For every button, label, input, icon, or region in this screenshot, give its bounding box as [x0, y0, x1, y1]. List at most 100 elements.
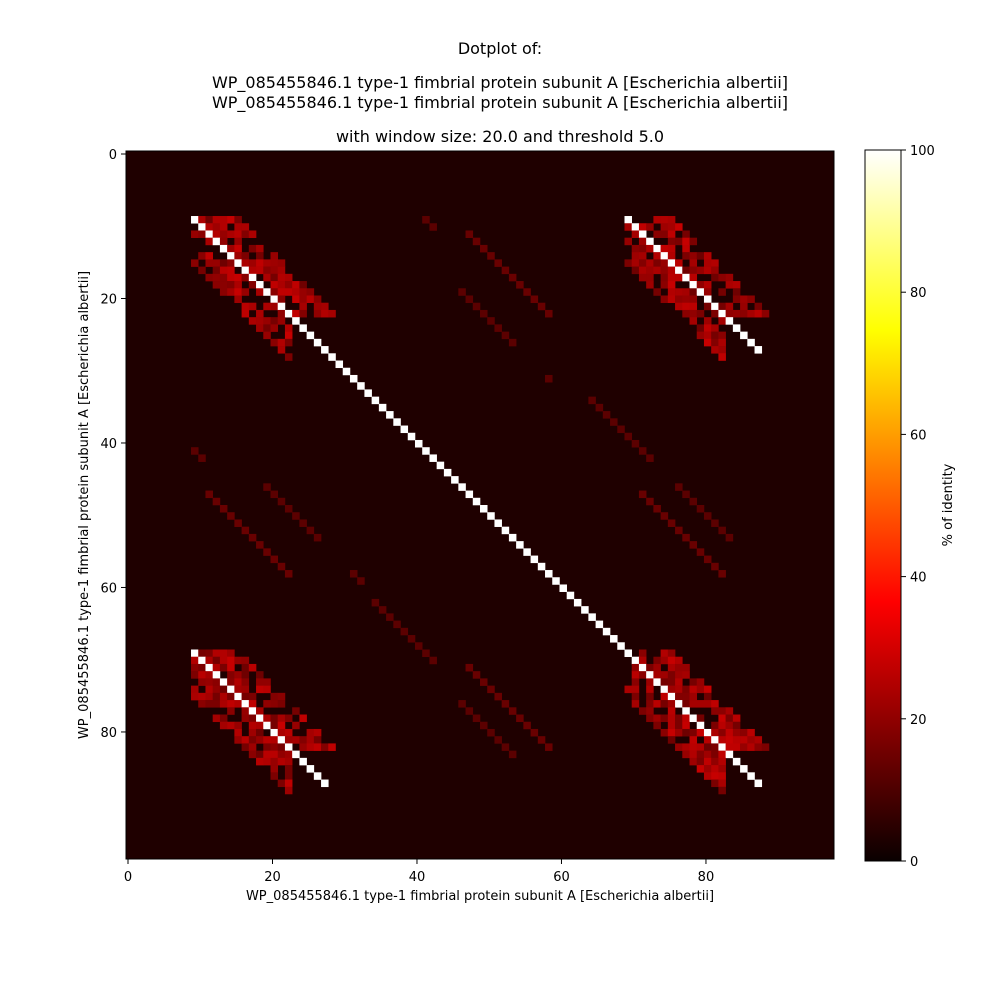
heatmap-cell: [263, 331, 271, 340]
heatmap-cell: [219, 714, 228, 723]
heatmap-cell: [234, 700, 242, 708]
heatmap-cell: [284, 570, 293, 578]
heatmap-cell: [212, 259, 221, 267]
heatmap-cell: [321, 346, 329, 354]
heatmap-cell: [689, 685, 698, 694]
heatmap-cell: [703, 685, 712, 694]
heatmap-cell: [248, 244, 257, 253]
heatmap-cell: [472, 714, 481, 723]
heatmap-cell: [631, 685, 640, 694]
heatmap-cell: [270, 324, 279, 332]
heatmap-cell: [241, 736, 250, 744]
heatmap-cell: [480, 309, 488, 318]
heatmap-cell: [689, 743, 698, 751]
heatmap-cell: [292, 317, 300, 325]
heatmap-cell: [675, 700, 683, 708]
heatmap-cell: [638, 656, 647, 665]
heatmap-cell: [480, 244, 488, 253]
heatmap-cell: [219, 692, 228, 701]
heatmap-cell: [191, 656, 199, 665]
heatmap-cell: [711, 266, 719, 275]
heatmap-cell: [667, 663, 676, 672]
heatmap-cell: [234, 685, 242, 694]
heatmap-cell: [653, 244, 661, 253]
heatmap-cell: [248, 317, 257, 325]
heatmap-cell: [537, 302, 546, 311]
heatmap-cell: [711, 324, 719, 332]
heatmap-cell: [675, 692, 683, 701]
heatmap-cell: [306, 526, 315, 535]
heatmap-cell: [754, 736, 763, 744]
heatmap-cell: [696, 252, 705, 260]
heatmap-cell: [263, 721, 271, 730]
heatmap-cell: [393, 620, 401, 629]
heatmap-cell: [299, 736, 307, 744]
heatmap-cell: [212, 692, 221, 701]
heatmap-cell: [234, 678, 242, 686]
heatmap-cell: [328, 353, 336, 361]
heatmap-cell: [682, 266, 690, 275]
heatmap-cell: [508, 338, 517, 347]
heatmap-cell: [638, 490, 647, 499]
heatmap-cell: [660, 273, 669, 282]
heatmap-cell: [682, 309, 690, 318]
heatmap-cell: [711, 338, 719, 347]
heatmap-cell: [248, 281, 257, 289]
heatmap-cell: [667, 721, 676, 730]
heatmap-cell: [263, 736, 271, 744]
heatmap-cell: [321, 302, 329, 311]
heatmap-cell: [465, 295, 474, 304]
heatmap-cell: [263, 757, 271, 766]
heatmap-cell: [646, 454, 654, 462]
heatmap-cell: [321, 779, 329, 788]
heatmap-cell: [219, 505, 228, 513]
heatmap-cell: [646, 700, 654, 708]
x-tick-label: 40: [409, 870, 426, 885]
heatmap-cell: [212, 273, 221, 282]
heatmap-cell: [696, 743, 705, 751]
heatmap-cell: [299, 519, 307, 527]
heatmap-cell: [703, 324, 712, 332]
heatmap-cell: [588, 396, 596, 405]
heatmap-cell: [191, 671, 199, 679]
heatmap-cell: [696, 309, 705, 318]
heatmap-cell: [277, 562, 286, 571]
heatmap-cell: [277, 302, 286, 311]
heatmap-cell: [357, 577, 365, 585]
heatmap-cell: [682, 663, 690, 672]
heatmap-cell: [675, 656, 683, 665]
heatmap-cell: [472, 302, 481, 311]
heatmap-cell: [205, 700, 213, 708]
heatmap-cell: [270, 266, 279, 275]
heatmap-cell: [212, 497, 221, 506]
heatmap-cell: [653, 656, 661, 665]
heatmap-cell: [219, 259, 228, 267]
heatmap-cell: [227, 707, 235, 715]
heatmap-cell: [256, 324, 264, 332]
chart-title-line-1: Dotplot of:: [457, 39, 543, 58]
heatmap-cell: [682, 302, 690, 311]
heatmap-cell: [277, 779, 286, 788]
x-axis-label: WP_085455846.1 type-1 fimbrial protein s…: [246, 889, 714, 904]
heatmap-cell: [660, 266, 669, 275]
heatmap-cell: [667, 736, 676, 744]
heatmap-cell: [711, 562, 719, 571]
heatmap-cell: [284, 714, 293, 723]
heatmap-cell: [342, 367, 351, 376]
heatmap-cell: [675, 237, 683, 246]
heatmap-cell: [660, 700, 669, 708]
heatmap-cell: [660, 259, 669, 267]
heatmap-cell: [646, 273, 654, 282]
heatmap-cell: [263, 324, 271, 332]
heatmap-cell: [624, 216, 633, 224]
heatmap-cell: [689, 295, 698, 304]
heatmap-cell: [675, 223, 683, 231]
heatmap-cell: [725, 714, 734, 723]
heatmap-cell: [530, 555, 539, 564]
heatmap-cell: [227, 692, 235, 701]
heatmap-cell: [306, 295, 315, 304]
heatmap-cell: [263, 273, 271, 282]
heatmap-cell: [256, 707, 264, 715]
heatmap-cell: [263, 259, 271, 267]
